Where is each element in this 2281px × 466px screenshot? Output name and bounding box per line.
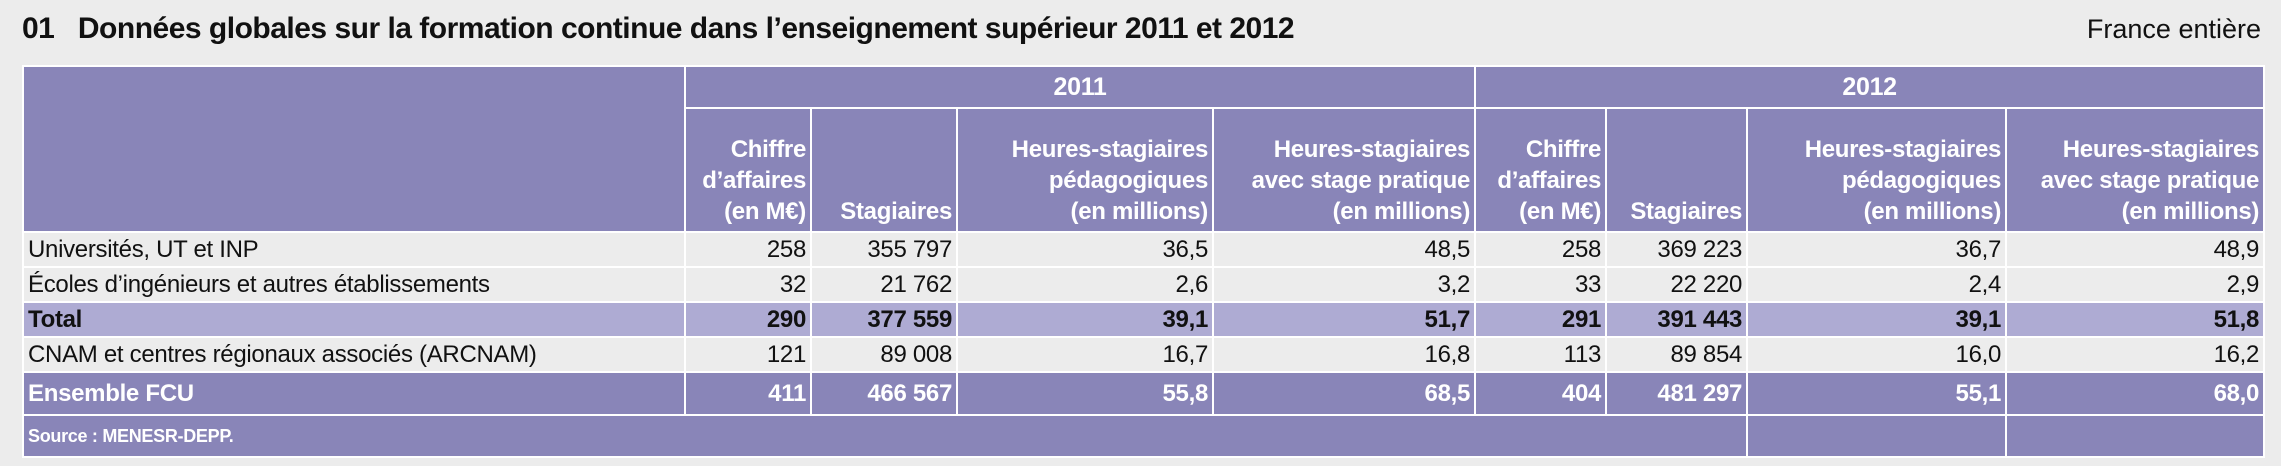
- cell: 39,1: [1746, 301, 2008, 338]
- column-header: Heures-stagiaires avec stage pratique (e…: [2005, 107, 2266, 233]
- cell: 290: [684, 301, 812, 338]
- cell: 377 559: [810, 301, 958, 338]
- cell: 39,1: [956, 301, 1214, 338]
- year-header: 2012: [1474, 65, 2266, 109]
- title: 01 Données globales sur la formation con…: [22, 12, 1295, 45]
- column-header: Heures-stagiaires avec stage pratique (e…: [1211, 107, 1477, 233]
- cell: 291: [1474, 301, 1608, 338]
- cell: 33: [1474, 266, 1608, 303]
- cell: 36,7: [1746, 231, 2008, 268]
- cell: 89 008: [810, 336, 958, 373]
- cell: 48,9: [2005, 231, 2266, 268]
- column-header: Stagiaires: [1605, 107, 1749, 233]
- row-label: Écoles d’ingénieurs et autres établissem…: [22, 266, 686, 303]
- table-body: 2011 2012 Chiffre d’affaires (en M€) Stagia…: [21, 65, 2266, 458]
- cell: 21 762: [810, 266, 958, 303]
- source-row: Source : MENESR-DEPP.: [21, 414, 2266, 458]
- row-label: CNAM et centres régionaux associés (ARCN…: [22, 336, 686, 373]
- year-header: 2011: [683, 65, 1477, 109]
- cell: 22 220: [1605, 266, 1749, 303]
- cell: 16,7: [956, 336, 1214, 373]
- cell: 51,8: [2005, 301, 2266, 338]
- column-header: Heures-stagiaires pédagogiques (en milli…: [956, 107, 1214, 233]
- cell: 2,4: [1746, 266, 2008, 303]
- source: Source : MENESR-DEPP.: [21, 414, 1749, 458]
- region: France entière: [2086, 14, 2261, 44]
- column-header: Stagiaires: [810, 107, 958, 233]
- data-row: Total 290 377 559 39,1 51,7 291 391 443 39,1 51,…: [22, 301, 2266, 338]
- cell: 411: [684, 371, 812, 416]
- cell: 89 854: [1605, 336, 1749, 373]
- cell: 16,0: [1746, 336, 2008, 373]
- column-header: Chiffre d’affaires (en M€): [684, 107, 812, 233]
- cell: 32: [684, 266, 812, 303]
- cell: 48,5: [1211, 231, 1477, 268]
- cell: 391 443: [1605, 301, 1749, 338]
- cell: 55,8: [956, 371, 1214, 416]
- cell: 36,5: [956, 231, 1214, 268]
- cell: 16,8: [1211, 336, 1477, 373]
- cell: 68,0: [2005, 371, 2266, 416]
- row-label: Total: [22, 301, 686, 338]
- column-header: Chiffre d’affaires (en M€): [1474, 107, 1608, 233]
- cell: 258: [1474, 231, 1608, 268]
- header-row: Chiffre d’affaires (en M€) Stagiaires Heur…: [23, 107, 2266, 233]
- data-row: Écoles d’ingénieurs et autres établissem…: [22, 266, 2266, 303]
- cell: 481 297: [1605, 371, 1749, 416]
- row-label: Ensemble FCU: [22, 371, 686, 416]
- cell: 258: [684, 231, 812, 268]
- row-label: Universités, UT et INP: [22, 231, 686, 268]
- data-table: 2011 2012 Chiffre d’affaires (en M€) Stagia…: [21, 65, 2266, 458]
- cell: 113: [1474, 336, 1608, 373]
- cell: 55,1: [1746, 371, 2008, 416]
- header-row: 2011 2012: [22, 65, 2266, 233]
- cell: 404: [1474, 371, 1608, 416]
- data-row: CNAM et centres régionaux associés (ARCN…: [22, 336, 2266, 373]
- column-header: Heures-stagiaires pédagogiques (en milli…: [1746, 107, 2008, 233]
- data-row: Universités, UT et INP 258 355 797 36,5 48,5…: [22, 231, 2266, 268]
- empty-cell: [2005, 414, 2266, 458]
- cell: 51,7: [1211, 301, 1477, 338]
- cell: 3,2: [1211, 266, 1477, 303]
- cell: 355 797: [810, 231, 958, 268]
- data-row: Ensemble FCU 411 466 567 55,8 68,5 404 481 297…: [22, 371, 2266, 416]
- cell: 16,2: [2005, 336, 2266, 373]
- cell: 2,6: [956, 266, 1214, 303]
- corner-cell: [22, 65, 686, 233]
- empty-cell: [1746, 414, 2008, 458]
- cell: 369 223: [1605, 231, 1749, 268]
- cell: 466 567: [810, 371, 958, 416]
- cell: 68,5: [1211, 371, 1477, 416]
- cell: 2,9: [2005, 266, 2266, 303]
- cell: 121: [684, 336, 812, 373]
